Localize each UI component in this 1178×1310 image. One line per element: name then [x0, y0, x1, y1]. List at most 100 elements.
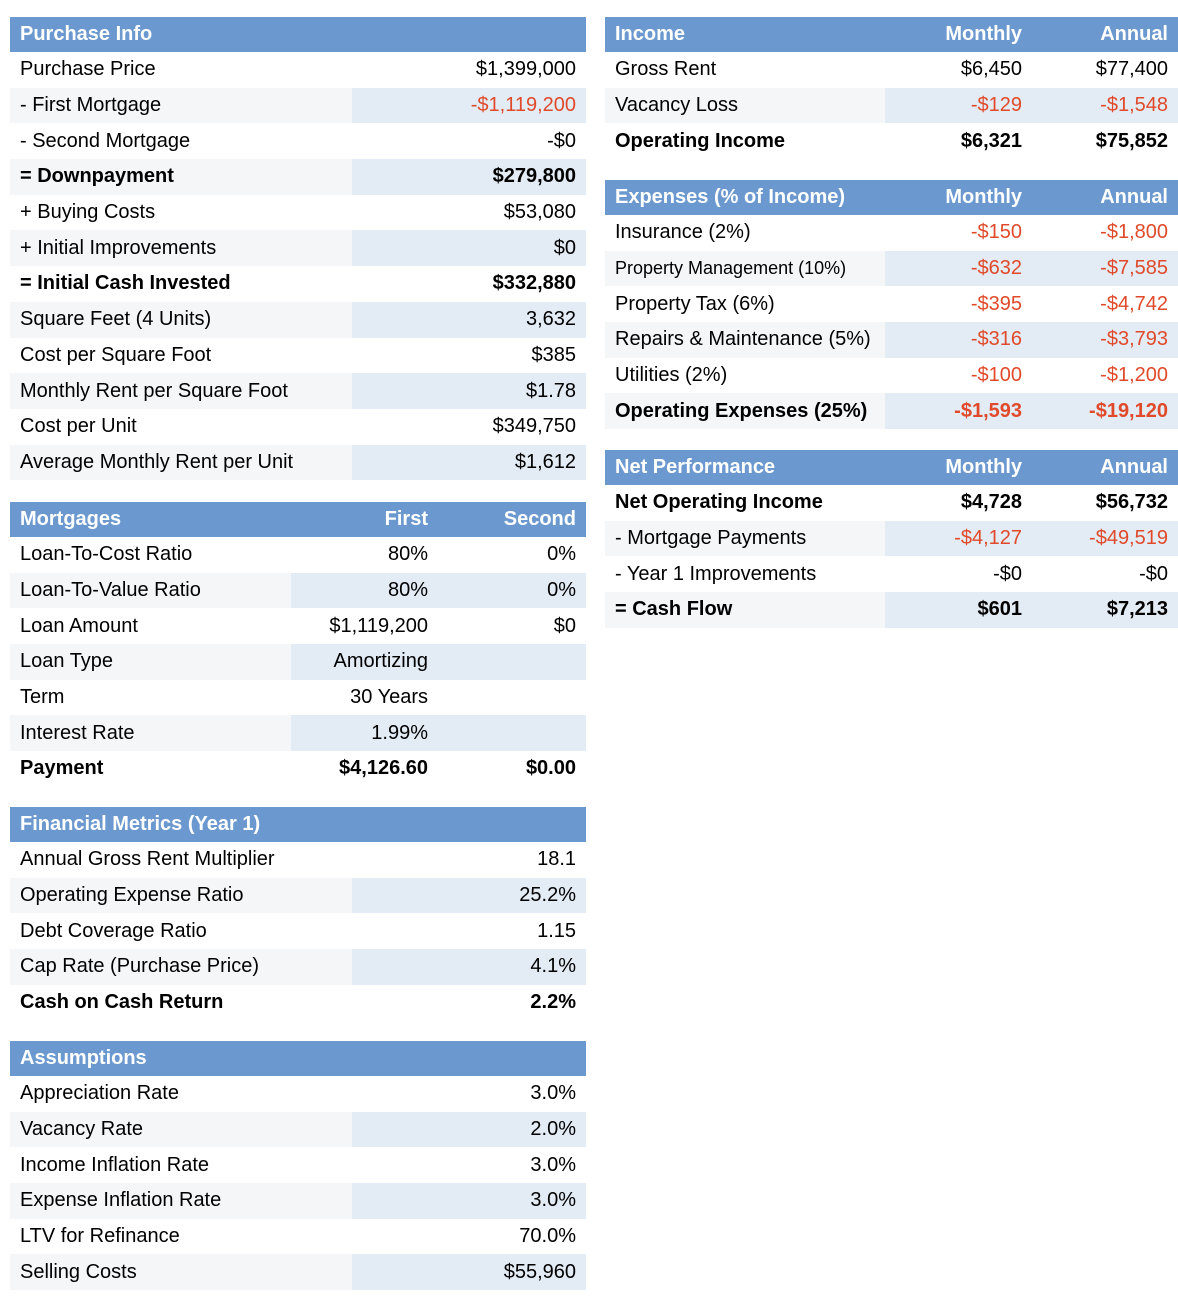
row-value: 3.0%	[352, 1183, 586, 1219]
annual-value: -$4,742	[1032, 286, 1178, 323]
row-label: Appreciation Rate	[10, 1076, 352, 1112]
row-value: 2.0%	[352, 1111, 586, 1148]
second-value	[438, 644, 586, 680]
annual-value: $7,213	[1032, 592, 1178, 628]
second-value	[438, 679, 586, 716]
row-value: $349,750	[352, 408, 587, 445]
row-label: Purchase Price	[10, 52, 352, 88]
first-value: 1.99%	[291, 715, 438, 752]
row-value: 3.0%	[352, 1147, 586, 1184]
monthly-value: -$100	[885, 357, 1032, 394]
row-label: + Initial Improvements	[10, 230, 352, 267]
net-performance-table: Net Performance Monthly Annual Net Opera…	[605, 450, 1178, 628]
first-value: $1,119,200	[291, 608, 438, 645]
row-value: $1,612	[352, 444, 587, 481]
row-label: Gross Rent	[605, 52, 885, 88]
row-label: Square Feet (4 Units)	[10, 301, 352, 338]
row-value: 70.0%	[352, 1218, 586, 1255]
row-label: Utilities (2%)	[605, 357, 885, 394]
row-value: $53,080	[352, 194, 587, 231]
row-label: - Second Mortgage	[10, 123, 352, 160]
row-label: - Year 1 Improvements	[605, 556, 885, 593]
row-label: = Downpayment	[10, 159, 352, 195]
annual-column-header: Annual	[1032, 180, 1178, 215]
row-label: Selling Costs	[10, 1254, 352, 1291]
row-label: Repairs & Maintenance (5%)	[605, 322, 885, 358]
second-value	[438, 715, 586, 752]
first-value: Amortizing	[291, 644, 438, 680]
row-label: Insurance (2%)	[605, 215, 885, 251]
monthly-value: -$0	[885, 556, 1032, 593]
row-label: Operating Expense Ratio	[10, 877, 352, 914]
row-label: Cost per Unit	[10, 408, 352, 445]
monthly-value: -$4,127	[885, 520, 1032, 557]
purchase-info-header: Purchase Info	[10, 17, 587, 52]
row-label: = Cash Flow	[605, 592, 885, 628]
row-value: $0	[352, 230, 587, 267]
row-label: Average Monthly Rent per Unit	[10, 444, 352, 481]
row-label: Monthly Rent per Square Foot	[10, 373, 352, 409]
expenses-header: Expenses (% of Income)	[605, 180, 885, 215]
row-value: -$1,119,200	[352, 87, 587, 124]
row-label: Operating Expenses (25%)	[605, 393, 885, 430]
annual-value: -$1,200	[1032, 357, 1178, 394]
second-value: $0.00	[438, 751, 586, 787]
net-performance-header: Net Performance	[605, 450, 885, 485]
assumptions-table: Assumptions Appreciation Rate 3.0% Vacanc…	[10, 1041, 586, 1291]
first-value: $4,126.60	[291, 751, 438, 787]
annual-value: -$49,519	[1032, 520, 1178, 557]
row-value: -$0	[352, 123, 587, 160]
row-label: Net Operating Income	[605, 485, 885, 521]
row-value: $1,399,000	[352, 52, 587, 88]
monthly-value: -$632	[885, 250, 1032, 287]
row-label: Vacancy Loss	[605, 87, 885, 124]
row-label: Loan Type	[10, 644, 291, 680]
monthly-value: $6,450	[885, 52, 1032, 88]
monthly-value: $4,728	[885, 485, 1032, 521]
row-label: Income Inflation Rate	[10, 1147, 352, 1184]
first-value: 30 Years	[291, 679, 438, 716]
monthly-column-header: Monthly	[885, 450, 1032, 485]
second-value: 0%	[438, 537, 586, 573]
purchase-info-table: Purchase Info Purchase Price $1,399,000 -…	[10, 17, 587, 481]
row-label: - Mortgage Payments	[605, 520, 885, 557]
row-label: Loan-To-Cost Ratio	[10, 537, 291, 573]
row-label: Debt Coverage Ratio	[10, 913, 352, 950]
row-label: Loan Amount	[10, 608, 291, 645]
row-label: Loan-To-Value Ratio	[10, 572, 291, 609]
row-label: Vacancy Rate	[10, 1111, 352, 1148]
mortgages-header: Mortgages	[10, 502, 291, 537]
row-value: 25.2%	[352, 877, 587, 914]
annual-value: -$3,793	[1032, 322, 1178, 358]
first-value: 80%	[291, 572, 438, 609]
assumptions-header: Assumptions	[10, 1041, 586, 1076]
row-label: Interest Rate	[10, 715, 291, 752]
monthly-value: -$395	[885, 286, 1032, 323]
monthly-column-header: Monthly	[885, 17, 1032, 52]
annual-value: $77,400	[1032, 52, 1178, 88]
second-column-header: Second	[438, 502, 586, 537]
monthly-value: -$150	[885, 215, 1032, 251]
monthly-value: -$316	[885, 322, 1032, 358]
financial-metrics-header: Financial Metrics (Year 1)	[10, 807, 587, 842]
row-label: Operating Income	[605, 123, 885, 160]
annual-column-header: Annual	[1032, 450, 1178, 485]
row-label: Property Management (10%)	[605, 250, 885, 287]
second-value: $0	[438, 608, 586, 645]
annual-value: $56,732	[1032, 485, 1178, 521]
annual-value: $75,852	[1032, 123, 1178, 160]
annual-value: -$1,548	[1032, 87, 1178, 124]
row-value: 1.15	[352, 913, 587, 950]
row-label: LTV for Refinance	[10, 1218, 352, 1255]
row-value: $385	[352, 337, 587, 374]
income-header: Income	[605, 17, 885, 52]
row-value: 2.2%	[352, 984, 587, 1021]
mortgages-table: Mortgages First Second Loan-To-Cost Rati…	[10, 502, 586, 787]
row-value: $55,960	[352, 1254, 586, 1291]
row-value: $332,880	[352, 266, 587, 302]
row-label: Term	[10, 679, 291, 716]
row-label: Property Tax (6%)	[605, 286, 885, 323]
row-value: 4.1%	[352, 949, 587, 985]
first-value: 80%	[291, 537, 438, 573]
monthly-value: $6,321	[885, 123, 1032, 160]
